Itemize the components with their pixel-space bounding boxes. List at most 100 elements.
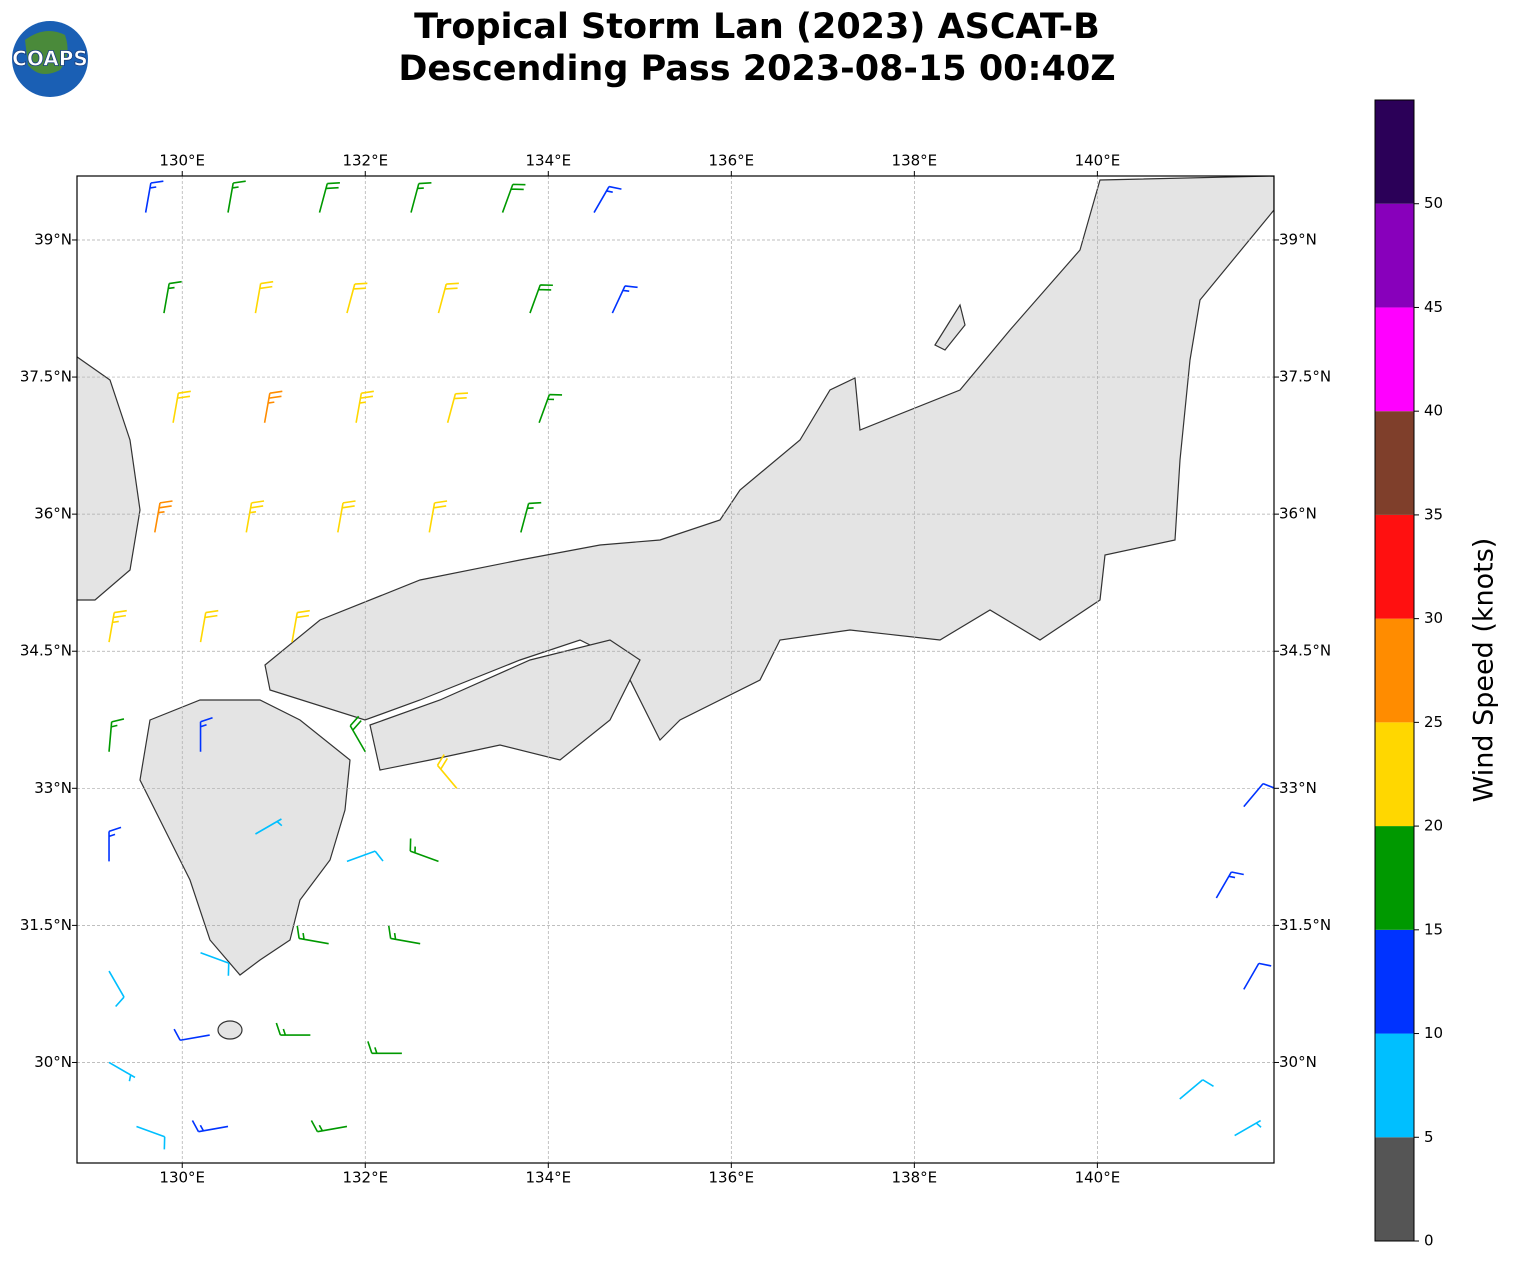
x-tick-label: 136°E	[709, 152, 755, 170]
y-tick-label: 31.5°N	[1279, 916, 1331, 934]
wind-barb	[144, 180, 164, 213]
wind-barb	[1243, 782, 1274, 808]
colorbar-frame	[1374, 99, 1415, 1242]
colorbar-swatch	[1375, 411, 1414, 515]
wind-barb	[191, 1120, 229, 1133]
wind-barb	[108, 718, 125, 752]
honshu	[264, 176, 1274, 742]
wind-barb	[349, 715, 366, 753]
wind-barb	[410, 182, 432, 213]
colorbar-tick-label: 35	[1424, 505, 1443, 523]
wind-barb	[310, 1120, 348, 1133]
x-tick-label: 130°E	[159, 152, 205, 170]
x-tick-label: 136°E	[709, 1169, 755, 1187]
wind-barb	[108, 826, 122, 862]
y-tick-label: 30°N	[34, 1053, 72, 1071]
y-tick-label: 39°N	[1279, 230, 1317, 248]
wind-barb	[520, 501, 542, 533]
colorbar-label: Wind Speed (knots)	[1469, 538, 1500, 803]
colorbar-tick-label: 10	[1424, 1024, 1443, 1042]
wind-barb	[163, 280, 182, 314]
wind-barb	[291, 609, 310, 643]
colorbar-tick-label: 45	[1424, 298, 1443, 316]
y-tick-label: 34.5°N	[20, 642, 72, 660]
x-tick-label: 132°E	[342, 1169, 388, 1187]
x-tick-label: 130°E	[159, 1169, 205, 1187]
wind-barb	[200, 952, 230, 976]
title-line: Descending Pass 2023-08-15 00:40Z	[398, 49, 1115, 89]
colorbar-tick-label: 0	[1424, 1232, 1434, 1250]
wind-barb	[446, 392, 469, 423]
colorbar-tick-label: 15	[1424, 920, 1443, 938]
y-tick-label: 33°N	[1279, 779, 1317, 797]
y-tick-label: 37.5°N	[1279, 368, 1331, 386]
wind-barb	[428, 500, 448, 533]
y-tick-label: 31.5°N	[20, 916, 72, 934]
x-tick-label: 138°E	[892, 152, 938, 170]
wind-barb	[275, 1022, 311, 1036]
logo: COAPS	[12, 21, 88, 97]
colorbar-tick-label: 25	[1424, 713, 1443, 731]
wind-barb	[346, 850, 384, 863]
wind-barb	[529, 284, 553, 314]
wind-barb	[108, 1061, 136, 1082]
wind-barb	[245, 500, 265, 533]
wind-barb	[409, 838, 439, 863]
wind-barb	[172, 390, 191, 423]
x-tick-label: 140°E	[1075, 1169, 1121, 1187]
wind-barb	[355, 390, 374, 423]
wind-barb	[1234, 1119, 1262, 1137]
x-tick-label: 132°E	[342, 152, 388, 170]
wind-barb	[387, 925, 421, 945]
wind-barb	[136, 1125, 166, 1150]
island	[217, 1020, 243, 1040]
wind-barb	[1215, 871, 1244, 899]
colorbar: 0 5 10 15 20 25 30 35 40 45 50	[1374, 99, 1443, 1250]
wind-barb	[1179, 1079, 1214, 1100]
colorbar-tick-label: 40	[1424, 402, 1443, 420]
y-tick-label: 36°N	[1279, 505, 1317, 523]
y-tick-label: 30°N	[1279, 1053, 1317, 1071]
wind-barb	[367, 1041, 402, 1055]
korea	[77, 356, 141, 601]
colorbar-tick-label: 50	[1424, 194, 1443, 212]
y-tick-label: 33°N	[34, 779, 72, 797]
wind-barb	[346, 282, 368, 314]
wind-barb	[611, 285, 638, 314]
colorbar-swatch	[1375, 307, 1414, 412]
shikoku	[369, 639, 641, 771]
wind-barb	[108, 609, 127, 643]
wind-barb	[318, 182, 340, 213]
grid: 130°E 130°E 132°E 132°E 134°E 134°E 136°E 136°E…	[20, 152, 1331, 1187]
colorbar-swatch	[1375, 1137, 1414, 1241]
logo-land	[25, 31, 68, 74]
colorbar-tick-label: 20	[1424, 817, 1443, 835]
sado	[934, 303, 966, 351]
colorbar-swatch	[1375, 722, 1414, 827]
wind-barb	[593, 185, 622, 213]
logo-text: COAPS	[12, 47, 88, 71]
wind-barb	[1243, 962, 1272, 990]
colorbar-tick-label: 30	[1424, 609, 1443, 627]
wind-barb	[436, 754, 458, 789]
wind-barb	[263, 390, 283, 423]
colorbar-swatch	[1375, 826, 1414, 930]
barbs	[108, 180, 1274, 1150]
wind-barb	[108, 970, 125, 1008]
map-frame	[76, 175, 1275, 1164]
colorbar-swatch	[1375, 203, 1414, 308]
wind-barb	[501, 183, 526, 213]
wind-barb	[538, 393, 563, 424]
wind-barb	[337, 500, 356, 533]
wind-barb	[227, 180, 246, 213]
wind-barb	[199, 716, 213, 752]
wind-barb	[153, 500, 173, 533]
colorbar-swatch	[1375, 618, 1414, 723]
y-tick-label: 37.5°N	[20, 368, 72, 386]
wind-barb	[296, 925, 329, 945]
y-tick-label: 39°N	[34, 230, 72, 248]
colorbar-swatch	[1375, 514, 1414, 619]
colorbar-swatch	[1375, 100, 1414, 204]
wind-barb	[437, 282, 459, 314]
